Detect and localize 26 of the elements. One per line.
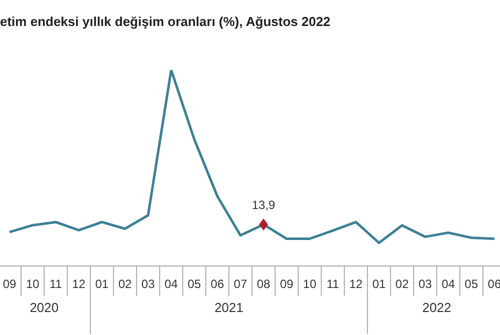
x-tick-label: 12 <box>349 277 363 291</box>
annotation: 13,9 <box>250 198 276 212</box>
x-tick-label: 07 <box>234 277 248 291</box>
x-tick-label: 03 <box>418 277 432 291</box>
chart-title: etim endeksi yıllık değişim oranları (%), Ağustos 2022 <box>0 14 330 29</box>
x-tick-label: 08 <box>256 277 271 291</box>
text: 2021 <box>213 300 244 315</box>
x-tick-label: 09 <box>280 277 294 291</box>
x-tick-label: 11 <box>49 277 62 291</box>
x-tick-label: 05 <box>188 277 202 291</box>
x-tick-label: 01 <box>372 277 386 291</box>
x-tick-label: 04 <box>164 277 178 291</box>
text: 2022 <box>421 300 452 315</box>
x-tick-label: 05 <box>464 277 478 291</box>
x-tick-label: 04 <box>442 277 456 291</box>
x-tick-label: 01 <box>95 277 109 291</box>
x-tick-label: 09 <box>2 277 17 291</box>
x-tick-label: 11 <box>326 277 340 291</box>
x-tick-label: 02 <box>118 277 132 291</box>
x-tick-label: 12 <box>72 277 86 291</box>
x-tick-label: 02 <box>395 277 410 291</box>
text: 2020 <box>28 300 60 315</box>
x-tick-label: 06 <box>210 277 224 291</box>
x-tick-label: 10 <box>303 277 317 291</box>
x-tick-label: 03 <box>141 277 156 291</box>
x-tick-label: 10 <box>26 277 40 291</box>
